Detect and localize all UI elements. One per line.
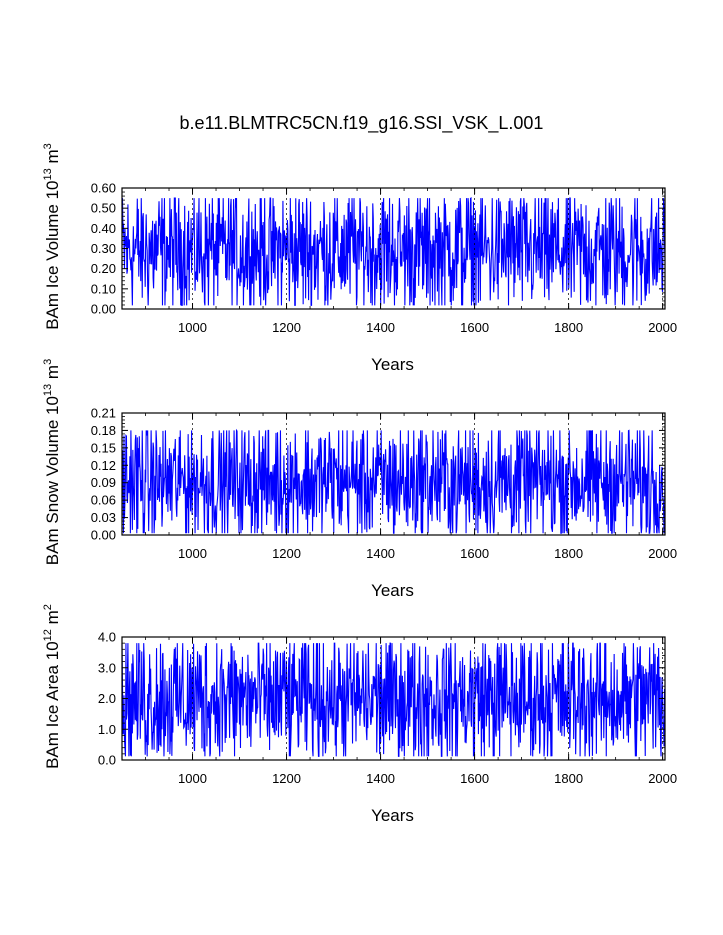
y-tick-label: 0.30 bbox=[91, 241, 116, 256]
y-tick-label: 4.0 bbox=[98, 630, 116, 645]
y-tick-label: 0.21 bbox=[91, 406, 116, 421]
x-tick-label: 1800 bbox=[554, 771, 583, 786]
y-tick-label: 3.0 bbox=[98, 660, 116, 675]
chart-title: b.e11.BLMTRC5CN.f19_g16.SSI_VSK_L.001 bbox=[179, 113, 544, 133]
series-line bbox=[121, 197, 666, 306]
x-tick-label: 2000 bbox=[648, 546, 677, 561]
y-tick-label: 0.06 bbox=[91, 493, 116, 508]
x-tick-label: 1200 bbox=[272, 771, 301, 786]
x-tick-label: 1000 bbox=[178, 320, 207, 335]
y-tick-label: 1.0 bbox=[98, 722, 116, 737]
series-line bbox=[121, 642, 666, 757]
x-tick-label: 1400 bbox=[366, 546, 395, 561]
x-tick-label: 1800 bbox=[554, 546, 583, 561]
x-axis-label: Years bbox=[371, 581, 414, 600]
y-tick-label: 0.0 bbox=[98, 753, 116, 768]
x-tick-label: 1600 bbox=[460, 771, 489, 786]
y-axis-label: BAm Snow Volume 1013 m3 bbox=[42, 359, 62, 565]
x-tick-label: 1400 bbox=[366, 771, 395, 786]
x-axis-label: Years bbox=[371, 806, 414, 825]
x-axis-label: Years bbox=[371, 355, 414, 374]
y-tick-label: 0.20 bbox=[91, 261, 116, 276]
x-tick-label: 1000 bbox=[178, 546, 207, 561]
x-tick-label: 1000 bbox=[178, 771, 207, 786]
y-axis-label: BAm Ice Area 1012 m2 bbox=[42, 604, 62, 769]
y-tick-label: 0.00 bbox=[91, 302, 116, 317]
x-tick-label: 1400 bbox=[366, 320, 395, 335]
y-tick-label: 0.60 bbox=[91, 181, 116, 196]
y-axis-label: BAm Ice Volume 1013 m3 bbox=[42, 143, 62, 330]
y-tick-label: 0.00 bbox=[91, 528, 116, 543]
plot-frame bbox=[121, 412, 666, 536]
y-tick-label: 0.40 bbox=[91, 221, 116, 236]
x-tick-label: 1800 bbox=[554, 320, 583, 335]
y-tick-label: 0.09 bbox=[91, 475, 116, 490]
chart-panel-2: 1000 1200 1400 1600 1800 2000 0.00 0.03 0.06 0.09… bbox=[42, 359, 677, 600]
y-tick-label: 0.50 bbox=[91, 201, 116, 216]
x-tick-label: 2000 bbox=[648, 771, 677, 786]
x-tick-label: 1600 bbox=[460, 320, 489, 335]
chart-panel-1: 1000 1200 1400 1600 1800 2000 0.00 0.10 0.20 0.30… bbox=[42, 143, 677, 374]
y-tick-label: 0.18 bbox=[91, 423, 116, 438]
y-tick-label: 0.12 bbox=[91, 458, 116, 473]
x-tick-label: 1200 bbox=[272, 320, 301, 335]
x-tick-label: 1600 bbox=[460, 546, 489, 561]
y-tick-label: 0.15 bbox=[91, 440, 116, 455]
y-tick-label: 0.03 bbox=[91, 510, 116, 525]
chart-panel-3: 1000 1200 1400 1600 1800 2000 0.0 1.0 2.0 3.0 4.0 Y… bbox=[42, 604, 677, 825]
y-tick-label: 0.10 bbox=[91, 281, 116, 296]
series-line bbox=[121, 428, 666, 534]
x-tick-label: 2000 bbox=[648, 320, 677, 335]
y-tick-label: 2.0 bbox=[98, 691, 116, 706]
x-tick-label: 1200 bbox=[272, 546, 301, 561]
